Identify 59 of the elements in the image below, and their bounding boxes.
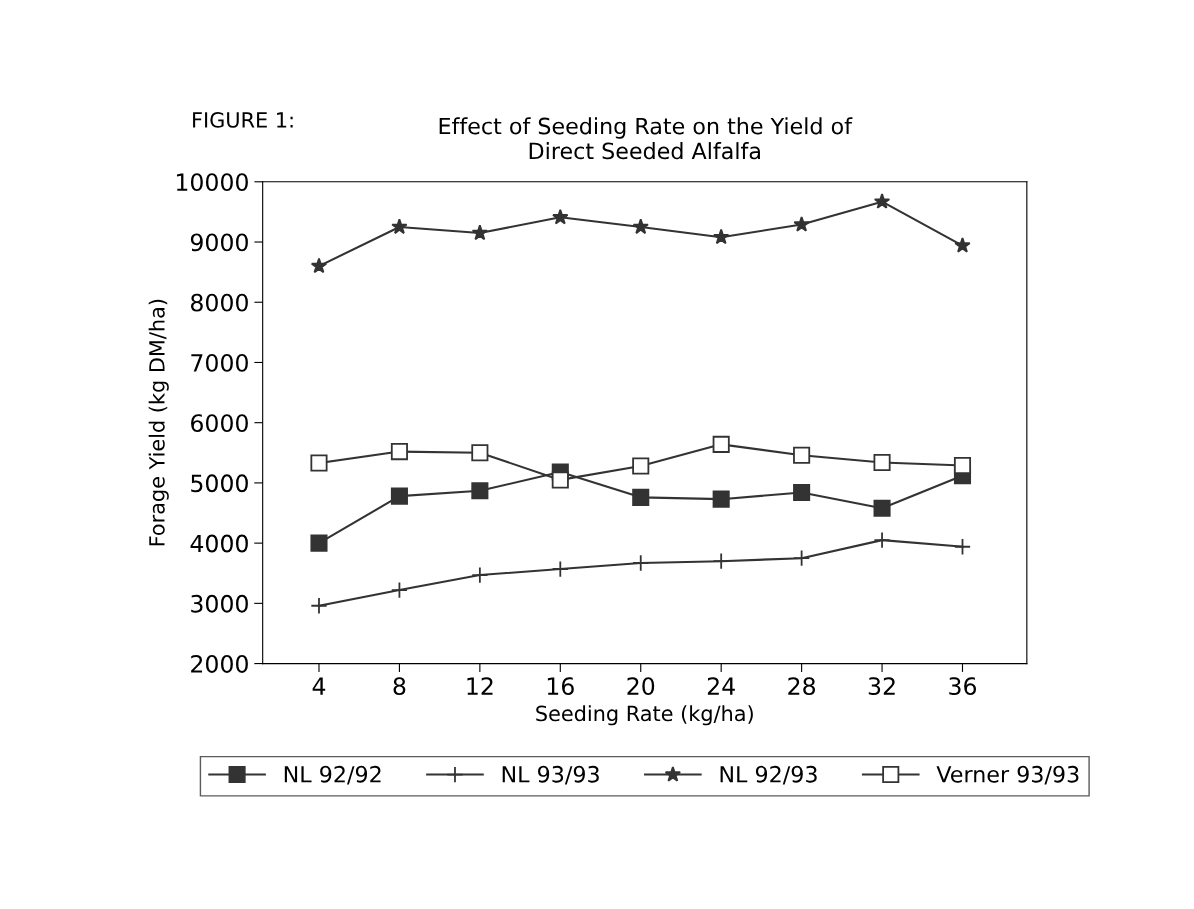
point xyxy=(873,453,891,471)
point xyxy=(712,435,730,453)
point xyxy=(632,488,650,506)
caption: FIGURE 1: xyxy=(193,112,293,128)
point xyxy=(552,208,569,225)
legend-label: NL 92/92 xyxy=(284,765,381,785)
point xyxy=(551,560,569,578)
legend-label: NL 92/93 xyxy=(720,765,817,785)
y-tick-label: 7000 xyxy=(191,353,248,372)
x-axis-title: Seeding Rate (kg/ha) xyxy=(536,705,753,726)
point xyxy=(793,483,811,502)
x-tick-label: 4 xyxy=(312,677,326,695)
point xyxy=(471,444,489,462)
y-tick-label: 3000 xyxy=(191,594,248,613)
point xyxy=(390,443,408,461)
point xyxy=(471,482,489,500)
point xyxy=(390,581,408,599)
point xyxy=(632,218,649,235)
point xyxy=(712,490,730,508)
x-tick-label: 20 xyxy=(627,677,655,696)
point xyxy=(713,228,730,245)
point xyxy=(873,193,891,209)
y-tick-label: 6000 xyxy=(191,414,248,432)
y-tick-label: 10000 xyxy=(176,173,248,192)
point xyxy=(310,454,328,472)
point xyxy=(551,471,569,489)
x-tick-label: 28 xyxy=(788,677,816,696)
x-tick-label: 36 xyxy=(949,677,977,696)
x-tick-label: 32 xyxy=(868,677,895,696)
point xyxy=(391,218,408,235)
y-tick-label: 2000 xyxy=(191,655,248,673)
x-tick-label: 24 xyxy=(707,677,735,695)
y-axis-title: Forage Yield (kg DM/ha) xyxy=(148,299,169,546)
point xyxy=(953,538,972,556)
x-tick-label: 12 xyxy=(467,677,493,695)
point xyxy=(310,534,328,552)
legend-label: NL 93/93 xyxy=(502,765,599,785)
y-tick-label: 8000 xyxy=(191,293,248,312)
y-tick-label: 4000 xyxy=(190,534,248,553)
point xyxy=(953,456,972,474)
chart-title: Effect of Seeding Rate on the Yield of Direct Seeded Alfalfa xyxy=(439,117,853,160)
point xyxy=(873,499,891,517)
point xyxy=(390,487,408,505)
point xyxy=(873,531,891,549)
y-tick-label: 9000 xyxy=(190,233,248,252)
point xyxy=(793,216,810,232)
y-tick-label: 5000 xyxy=(191,474,248,493)
legend-label: Verner 93/93 xyxy=(936,765,1079,785)
point xyxy=(954,237,971,253)
point xyxy=(632,554,650,572)
point xyxy=(471,566,489,584)
point xyxy=(310,597,328,615)
point xyxy=(310,257,328,274)
point xyxy=(632,457,650,475)
point xyxy=(471,224,489,241)
x-tick-label: 8 xyxy=(393,677,406,696)
point xyxy=(793,446,811,464)
point xyxy=(793,549,811,567)
x-tick-label: 16 xyxy=(547,677,574,696)
